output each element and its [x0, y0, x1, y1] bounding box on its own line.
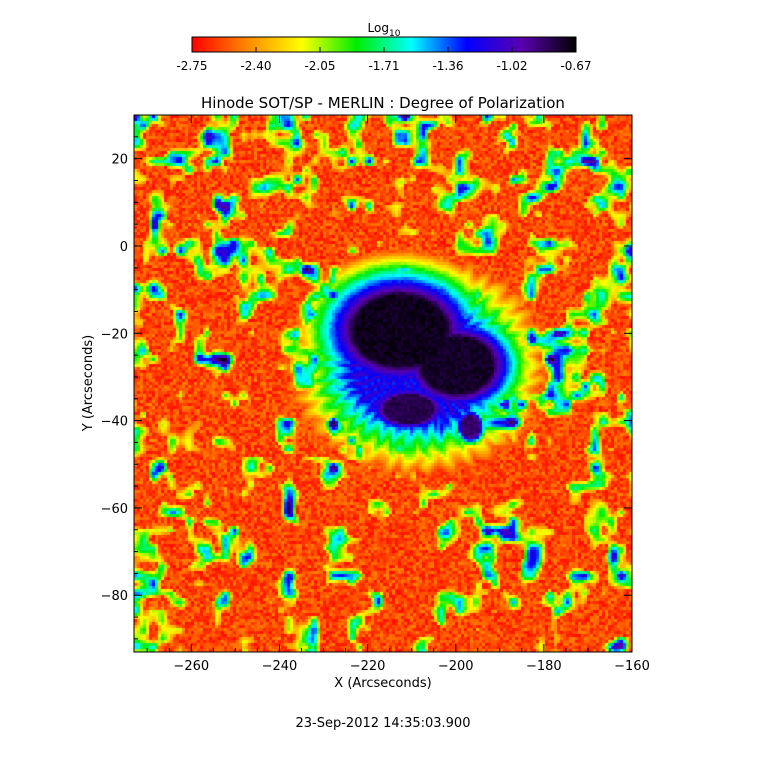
timestamp: 23-Sep-2012 14:35:03.900 — [296, 716, 471, 731]
y-tick-label: −80 — [101, 589, 128, 604]
colorbar-tick-label: -1.71 — [368, 59, 399, 73]
colorbar-tick-label: -2.75 — [176, 59, 207, 73]
x-tick-label: −200 — [438, 659, 474, 674]
plot-area: −260 −240 −220 −200 −180 −160 20 0 −20 −40 −60 −80 — [101, 114, 650, 674]
y-tick-label: 20 — [111, 153, 128, 168]
colorbar-title: Log10 — [368, 21, 401, 39]
colorbar: Log10 -2.75 -2.40 -2.05 -1.71 -1.36 -1.02 -0.6… — [176, 21, 591, 73]
y-tick-label: −60 — [101, 502, 128, 517]
colorbar-tick-label: -0.67 — [560, 59, 591, 73]
colorbar-tick-label: -1.02 — [496, 59, 527, 73]
x-tick-label: −160 — [614, 659, 650, 674]
colorbar-tick-label: -1.36 — [432, 59, 463, 73]
colorbar-tick-label: -2.05 — [304, 59, 335, 73]
x-axis-title: X (Arcseconds) — [334, 676, 431, 691]
plot-frame — [133, 114, 633, 653]
y-tick-label: −40 — [101, 415, 128, 430]
colorbar-ticks: -2.75 -2.40 -2.05 -1.71 -1.36 -1.02 -0.67 — [176, 47, 592, 73]
y-tick-label: 0 — [120, 240, 128, 255]
chart-title: Hinode SOT/SP - MERLIN : Degree of Polar… — [201, 94, 565, 112]
heatmap-image — [134, 115, 632, 652]
x-tick-label: −240 — [262, 659, 298, 674]
y-axis-ticks: 20 0 −20 −40 −60 −80 — [101, 114, 632, 640]
x-tick-label: −180 — [526, 659, 562, 674]
x-tick-label: −260 — [173, 659, 209, 674]
y-axis-title: Y (Arcseconds) — [81, 335, 96, 432]
y-tick-label: −20 — [101, 327, 128, 342]
heatmap-image-container — [134, 115, 632, 652]
x-axis-ticks: −260 −240 −220 −200 −180 −160 — [146, 115, 650, 674]
colorbar-tick-label: -2.40 — [240, 59, 271, 73]
x-tick-label: −220 — [350, 659, 386, 674]
